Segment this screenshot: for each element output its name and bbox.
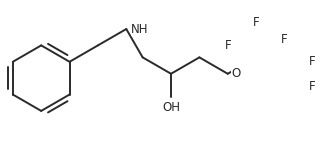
Text: F: F xyxy=(253,16,260,29)
Text: F: F xyxy=(309,55,316,68)
Text: NH: NH xyxy=(131,22,148,35)
Text: F: F xyxy=(225,39,232,52)
Text: O: O xyxy=(231,67,241,80)
Text: F: F xyxy=(281,33,288,46)
Text: OH: OH xyxy=(162,101,180,114)
Text: F: F xyxy=(309,80,316,93)
